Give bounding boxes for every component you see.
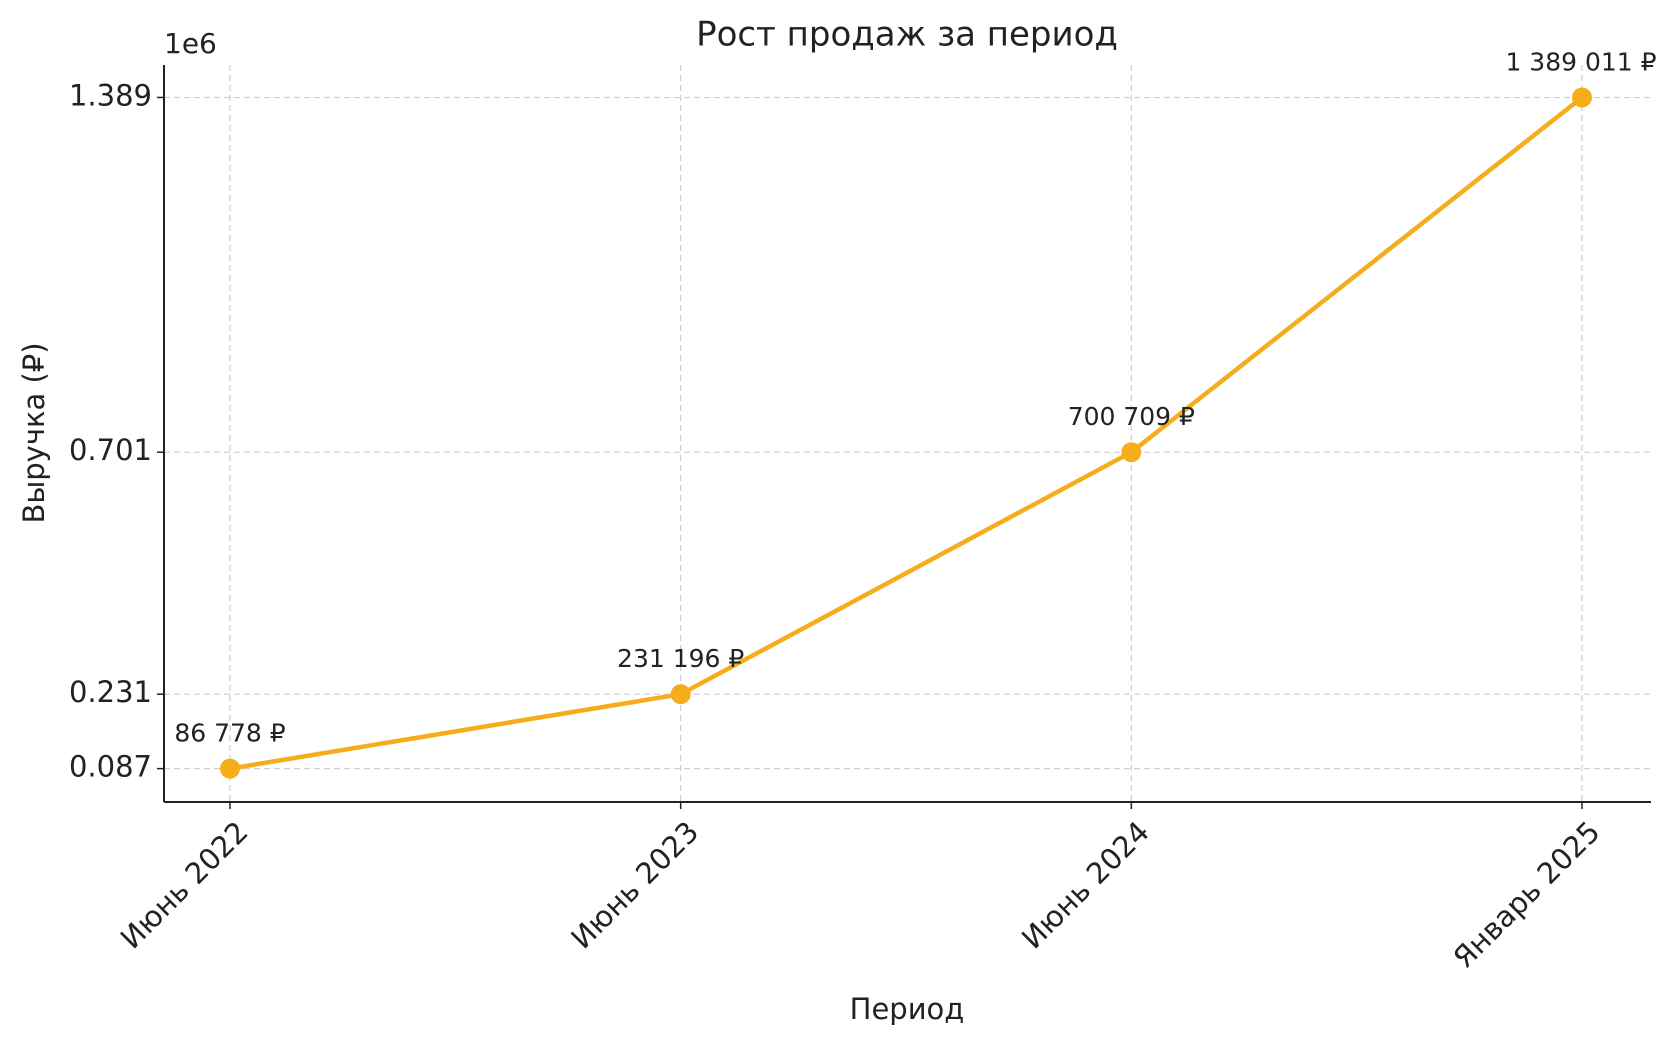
y-tick-label: 0.087: [69, 750, 152, 784]
point: [1572, 87, 1592, 108]
y-offset-label: 1e6: [164, 27, 217, 60]
y-tick-label: 0.701: [69, 433, 152, 467]
data-label: 231 196 ₽: [617, 644, 744, 673]
x-tick-label: Июнь 2023: [564, 815, 705, 956]
y-tick-label: 0.231: [69, 675, 152, 709]
point: [1121, 442, 1142, 463]
x-tick-label: Июнь 2022: [114, 815, 255, 956]
chart-title: Рост продаж за период: [696, 15, 1118, 55]
data-label: 700 709 ₽: [1068, 402, 1195, 431]
y-tick-label: 1.389: [69, 78, 152, 112]
data-label: 1 389 011 ₽: [1505, 47, 1656, 76]
point: [670, 684, 691, 705]
x-tick-label: Июнь 2024: [1015, 815, 1156, 956]
data-label: 86 778 ₽: [174, 719, 285, 748]
x-axis-label: Период: [850, 992, 965, 1026]
point: [220, 758, 240, 779]
line: [229, 95, 1584, 771]
y-axis-label: Выручка (₽): [17, 342, 51, 523]
x-tick-label: Январь 2025: [1446, 815, 1606, 975]
